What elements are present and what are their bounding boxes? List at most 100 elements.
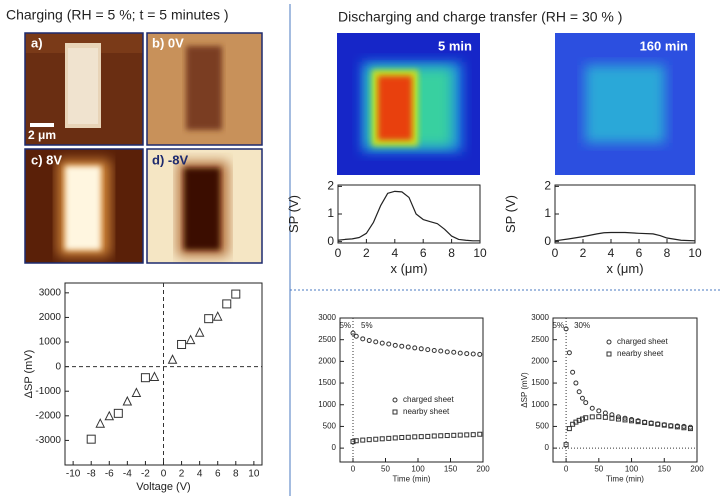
x-tick-label: -6 bbox=[105, 469, 114, 480]
x-tick-label: 0 bbox=[552, 246, 559, 260]
y-tick-label: 2000 bbox=[318, 356, 336, 365]
point bbox=[212, 311, 223, 321]
point bbox=[602, 410, 608, 416]
map-label: 5 min bbox=[438, 38, 472, 53]
x-axis-label: Time (min) bbox=[606, 475, 644, 484]
point bbox=[386, 435, 392, 441]
point bbox=[177, 339, 187, 349]
point bbox=[113, 408, 123, 418]
point bbox=[563, 326, 569, 332]
point bbox=[457, 350, 463, 356]
x-tick-label: 200 bbox=[476, 464, 490, 473]
point bbox=[379, 340, 385, 346]
point bbox=[687, 426, 693, 432]
point bbox=[642, 420, 648, 426]
point bbox=[470, 351, 476, 357]
plot-frame bbox=[339, 317, 484, 463]
x-tick-label: 6 bbox=[215, 469, 221, 480]
point bbox=[579, 395, 585, 401]
x-tick-label: 2 bbox=[580, 246, 587, 260]
annotation: 5% bbox=[553, 321, 565, 330]
point bbox=[579, 416, 585, 422]
afm-image bbox=[25, 149, 143, 263]
point bbox=[566, 426, 572, 432]
point bbox=[602, 414, 608, 420]
y-tick-label: 1000 bbox=[318, 400, 336, 409]
x-tick-label: -10 bbox=[66, 469, 81, 480]
y-tick-label: 500 bbox=[536, 422, 550, 431]
legend-marker bbox=[392, 397, 398, 403]
x-tick-label: 4 bbox=[608, 246, 615, 260]
point bbox=[470, 432, 476, 438]
point bbox=[412, 434, 418, 440]
point bbox=[360, 336, 366, 342]
point bbox=[373, 339, 379, 345]
point bbox=[425, 347, 431, 353]
afm-image bbox=[25, 33, 143, 145]
point bbox=[444, 433, 450, 439]
point bbox=[350, 439, 356, 445]
x-tick-label: 8 bbox=[233, 469, 239, 480]
y-axis-label: SP (V) bbox=[286, 195, 301, 233]
y-tick-label: 1500 bbox=[531, 378, 549, 387]
point bbox=[674, 424, 680, 430]
point bbox=[668, 423, 674, 429]
point bbox=[386, 341, 392, 347]
point bbox=[425, 433, 431, 439]
point bbox=[353, 333, 359, 339]
y-tick-label: 2000 bbox=[531, 356, 549, 365]
x-tick-label: 50 bbox=[381, 464, 390, 473]
afm-image bbox=[147, 33, 262, 145]
y-axis-label: ΔSP (mV) bbox=[520, 372, 529, 408]
point bbox=[204, 314, 214, 324]
point bbox=[477, 431, 483, 437]
point bbox=[576, 389, 582, 395]
x-tick-label: 10 bbox=[473, 246, 487, 260]
x-tick-label: 10 bbox=[248, 469, 260, 480]
point bbox=[431, 348, 437, 354]
point bbox=[648, 420, 654, 426]
line bbox=[337, 190, 480, 242]
x-tick-label: 150 bbox=[658, 464, 672, 473]
panel-frame bbox=[24, 148, 144, 264]
point bbox=[681, 425, 687, 431]
x-tick-label: -8 bbox=[87, 469, 96, 480]
point bbox=[615, 416, 621, 422]
point bbox=[379, 436, 385, 442]
y-tick-label: 1 bbox=[327, 206, 334, 220]
scale-bar bbox=[30, 123, 54, 127]
y-tick-label: -1000 bbox=[35, 386, 61, 397]
x-tick-label: 4 bbox=[391, 246, 398, 260]
scale-label: 2 μm bbox=[28, 128, 56, 142]
point bbox=[583, 415, 589, 421]
point bbox=[131, 387, 142, 397]
panel-label: b) 0V bbox=[152, 35, 184, 50]
annotation: 30% bbox=[574, 321, 590, 330]
point bbox=[570, 369, 576, 375]
point bbox=[681, 423, 687, 429]
point bbox=[589, 414, 595, 420]
plot-frame bbox=[552, 317, 698, 463]
point bbox=[185, 334, 196, 345]
panel-label: c) 8V bbox=[31, 152, 62, 167]
point bbox=[563, 442, 569, 448]
y-tick-label: 2500 bbox=[318, 335, 336, 344]
heading: Charging (RH = 5 %; t = 5 minutes ) bbox=[6, 7, 229, 23]
kpfm-map bbox=[337, 33, 480, 175]
point bbox=[635, 419, 641, 425]
panel-label: d) -8V bbox=[152, 152, 188, 167]
point bbox=[655, 421, 661, 427]
y-tick-label: 500 bbox=[323, 422, 337, 431]
point bbox=[366, 338, 372, 344]
y-tick-label: -2000 bbox=[35, 410, 61, 421]
point bbox=[418, 346, 424, 352]
point bbox=[399, 434, 405, 440]
point bbox=[366, 437, 372, 443]
point bbox=[95, 418, 106, 428]
point bbox=[457, 432, 463, 438]
y-tick-label: 1000 bbox=[39, 337, 62, 348]
x-tick-label: 6 bbox=[636, 246, 643, 260]
point bbox=[573, 380, 579, 386]
x-tick-label: 8 bbox=[664, 246, 671, 260]
